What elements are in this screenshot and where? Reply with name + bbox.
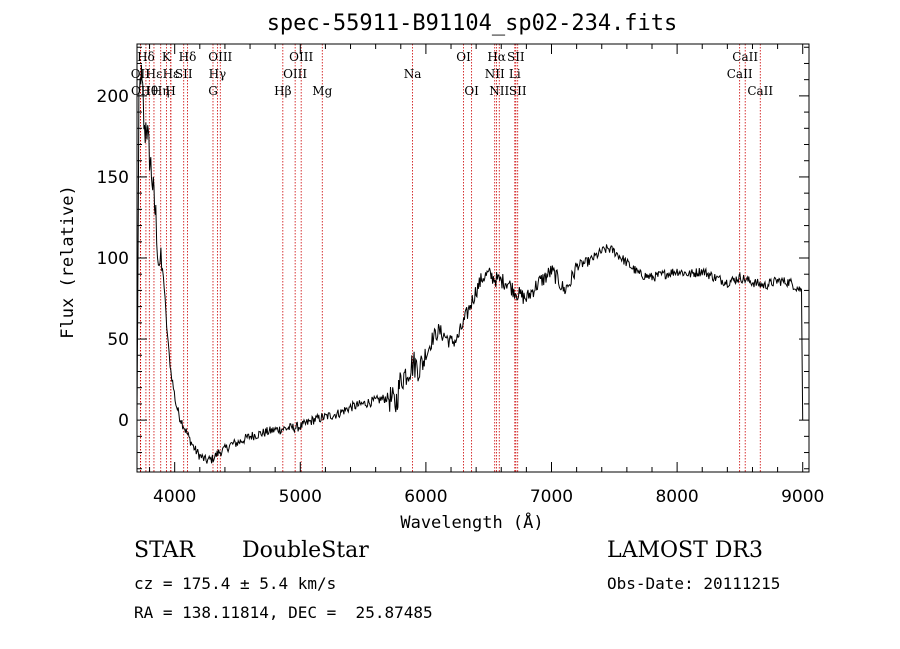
emission-line-label: Hβ <box>274 84 291 98</box>
emission-line-label: OII <box>131 84 151 98</box>
object-class: STAR <box>134 538 195 563</box>
x-tick-label: 8000 <box>655 487 698 507</box>
y-axis-label: Flux (relative) <box>58 185 78 339</box>
emission-line-label: Li <box>509 67 521 81</box>
observation-date: Obs-Date: 20111215 <box>607 574 781 593</box>
y-tick-label: 0 <box>118 411 129 431</box>
y-tick-label: 50 <box>107 330 129 350</box>
emission-line-label: Hδ <box>179 50 197 64</box>
y-tick-label: 200 <box>97 87 129 107</box>
emission-line-label: SII <box>507 50 525 64</box>
redshift-value: cz = 175.4 ± 5.4 km/s <box>134 574 337 593</box>
emission-line-label: OIII <box>289 50 313 64</box>
emission-line-label: CaII <box>732 50 758 64</box>
emission-line-label: OII <box>131 67 151 81</box>
emission-line-label: CaII <box>747 84 773 98</box>
emission-line-label: OIII <box>283 67 307 81</box>
survey-name: LAMOST DR3 <box>607 538 763 563</box>
emission-line-label: NII <box>489 84 509 98</box>
emission-line-label: Hα <box>487 50 506 64</box>
emission-line-label: OI <box>456 50 471 64</box>
emission-line-label: CaII <box>727 67 753 81</box>
emission-line-label: Hη <box>152 84 170 98</box>
object-subclass: DoubleStar <box>242 538 369 563</box>
spectrum-line <box>136 64 804 464</box>
emission-line-label: Hγ <box>209 67 227 81</box>
emission-line-label: Na <box>404 67 422 81</box>
coordinates: RA = 138.11814, DEC = 25.87485 <box>134 603 433 622</box>
emission-line-label: Hδ <box>137 50 155 64</box>
x-tick-label: 6000 <box>404 487 447 507</box>
x-axis-label: Wavelength (Å) <box>400 511 543 533</box>
x-tick-label: 4000 <box>153 487 196 507</box>
emission-line-markers <box>139 44 761 472</box>
emission-line-label: Mg <box>312 84 332 98</box>
plot-frame <box>136 43 810 473</box>
emission-line-label: SII <box>509 84 527 98</box>
emission-line-label: G <box>208 84 218 98</box>
emission-line-label: K <box>162 50 172 64</box>
emission-line-label: H <box>165 84 175 98</box>
chart-title: spec-55911-B91104_sp02-234.fits <box>267 11 678 36</box>
y-axis: 0 50 100 150 200 <box>97 46 809 470</box>
emission-line-label: OI <box>464 84 479 98</box>
emission-line-label: SII <box>175 67 193 81</box>
x-tick-label: 9000 <box>781 487 824 507</box>
emission-line-label: Hε <box>146 67 163 81</box>
y-tick-label: 100 <box>97 249 129 269</box>
x-axis: 4000 5000 6000 7000 8000 9000 <box>149 44 824 507</box>
emission-line-label: OIII <box>208 50 232 64</box>
emission-line-label: Hθ <box>140 84 158 98</box>
x-tick-label: 7000 <box>530 487 573 507</box>
emission-line-label: NII <box>485 67 505 81</box>
x-tick-label: 5000 <box>279 487 322 507</box>
y-tick-label: 150 <box>97 168 129 188</box>
emission-line-label: Hε <box>163 67 180 81</box>
